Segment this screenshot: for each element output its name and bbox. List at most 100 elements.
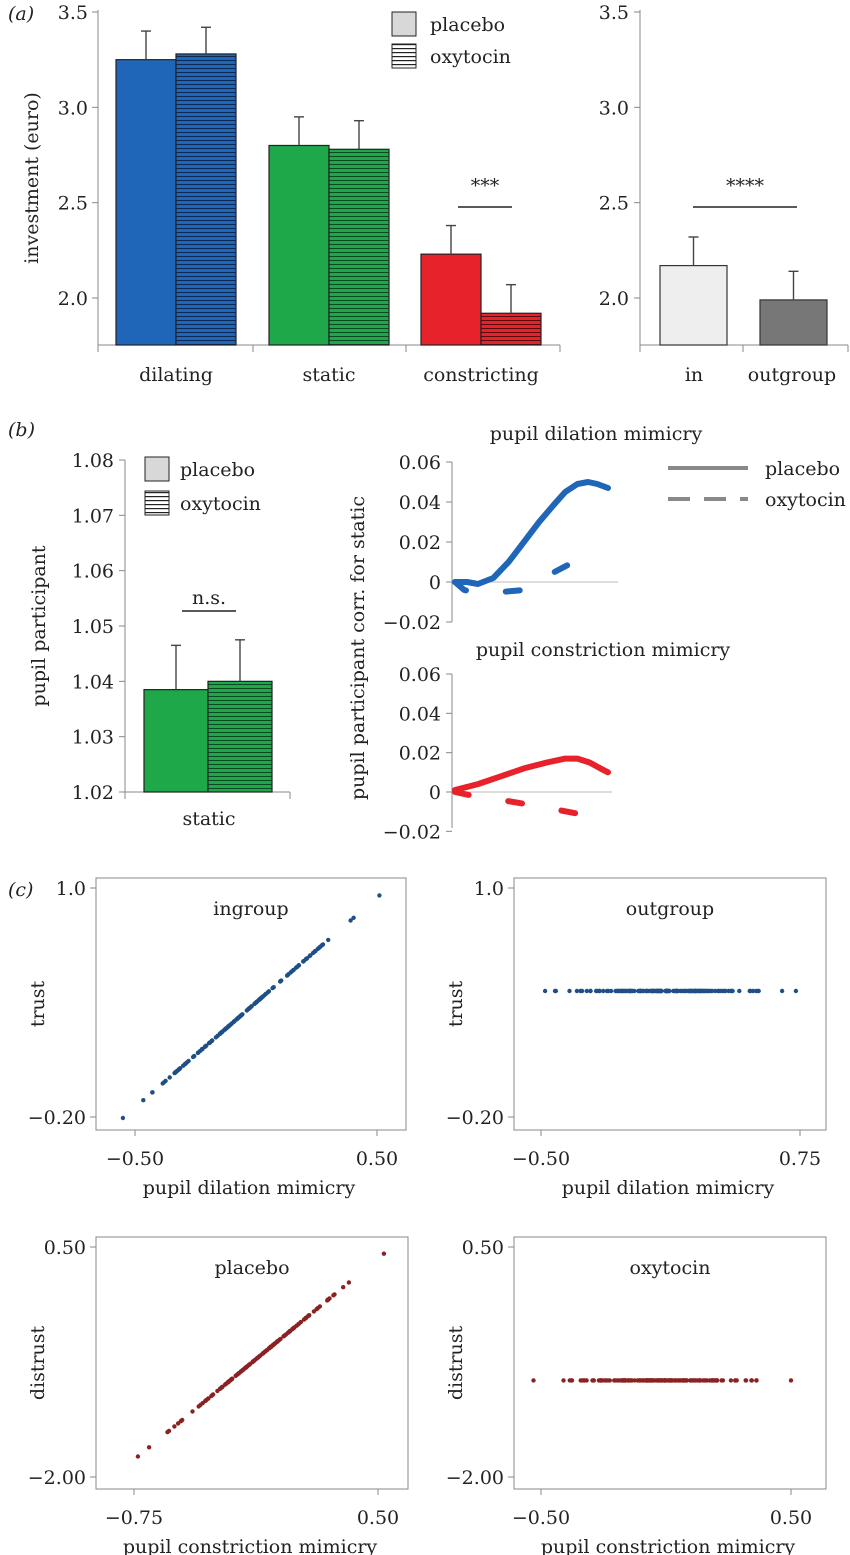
legend-label-oxytocin: oxytocin [765,489,846,511]
scatter-point [229,1021,235,1026]
scatter-point [632,988,637,994]
scatter-point [247,1362,252,1367]
scatter-point [553,988,559,994]
scatter-point [301,958,307,964]
panel-a-group-chart: 2.0 2.5 3.0 3.5 in outgroup **** [599,2,849,386]
scatter-point [173,1070,178,1075]
x-tick-labels: static [124,792,291,830]
scatter-point [754,1378,759,1383]
scatter-point [381,1251,387,1256]
scatter-placebo: placebo 0.50 −2.00 −0.75 0.50 pupil constrict… [27,1236,409,1555]
scatter-point [588,988,593,994]
scatter-point [304,956,310,961]
scatter-point [702,988,708,994]
scatter-point [217,1031,223,1037]
plot-title: placebo [214,1257,289,1279]
scatter-point [623,988,628,994]
legend-swatch-oxytocin [144,490,170,516]
scatter-point [675,988,680,994]
scatter-point [779,988,785,994]
scatter-point [213,1035,219,1040]
scatter-point [257,1354,262,1359]
legend-swatch-placebo [144,456,170,482]
legend-label-oxytocin: oxytocin [430,46,511,68]
scatter-point [621,1378,626,1383]
x-tick-label: −0.50 [512,1148,570,1170]
scatter-point [567,988,572,994]
y-tick-label: 0.02 [399,532,441,554]
scatter-oxytocin: oxytocin 0.50 −2.00 −0.50 0.50 pupil constric… [445,1236,827,1555]
y-ticks: 2.0 2.5 3.0 3.5 [599,2,640,310]
scatter-point [346,1280,352,1285]
plot-frame [513,877,827,1131]
significance-stars: *** [471,175,500,197]
scatter-point [561,1378,566,1383]
y-tick-label: −2.00 [28,1467,86,1489]
scatter-point [279,978,284,983]
y-tick-label: 0.50 [462,1237,504,1259]
bar-in [659,264,728,346]
scatter-point [215,1388,220,1394]
x-tick-label-static: static [302,364,355,386]
scatter-point [658,1378,663,1383]
scatter-point [260,1351,265,1356]
x-tick-label: 0.75 [779,1148,821,1170]
y-axis-label: trust [445,980,467,1027]
scatter-point [719,1378,724,1383]
x-tick-label-constricting: constricting [423,364,539,386]
scatter-point [667,1378,673,1383]
scatter-point [287,1329,292,1334]
scatter-point [688,1378,693,1383]
scatter-point [662,1378,668,1383]
scatter-point [578,1378,583,1383]
scatter-point [582,1378,587,1383]
y-tick-label: 1.0 [474,878,504,900]
scatter-point [288,970,293,975]
x-axis-label: pupil constriction mimicry [123,1536,378,1555]
scatter-point [120,1115,126,1121]
scatter-point [184,1060,189,1065]
scatter-point [709,1378,714,1383]
y-axis-label: distrust [27,1325,49,1400]
y-tick-label: 0.06 [399,664,441,686]
scatter-point [653,988,658,994]
scatter-point [613,988,618,994]
scatter-point [177,1066,182,1072]
y-tick-label: 1.0 [56,878,86,900]
scatter-point [654,1378,659,1383]
scatter-point [351,915,356,920]
y-tick-label: 1.05 [72,616,114,638]
scatter-point [195,1050,201,1056]
legend-swatch-placebo [391,11,417,37]
scatter-point [644,988,649,994]
legend-label-placebo: placebo [430,14,505,36]
scatter-point [377,893,382,898]
x-tick-label-outgroup: outgroup [748,364,836,386]
y-tick-label: 1.02 [72,782,114,804]
y-axis-label: trust [27,980,49,1027]
y-tick-label: 1.06 [72,561,114,583]
scatter-point [320,942,326,947]
scatter-point [737,988,742,994]
y-tick-label: 3.0 [58,97,88,119]
y-tick-label: 0 [429,572,441,594]
scatter-point [303,1316,308,1321]
plot-title: oxytocin [630,1257,711,1279]
scatter-point [645,1378,650,1383]
y-ticks: 2.0 2.5 3.0 3.5 [58,2,98,310]
scatter-point [733,1378,738,1383]
scatter-point [743,1378,748,1383]
line-constriction-placebo [452,755,611,793]
scatter-point [229,1376,235,1382]
scatter-point [283,1332,289,1337]
scatter-point [341,1285,346,1290]
y-tick-label: 0.50 [44,1237,86,1259]
bar-static-placebo [143,689,209,793]
scatter-point [209,1038,214,1044]
scatter-point [254,1000,259,1005]
x-tick-labels: in outgroup [639,345,849,386]
legend-label-placebo: placebo [765,458,840,480]
scatter-point [578,988,583,994]
scatter-point [296,1321,301,1327]
